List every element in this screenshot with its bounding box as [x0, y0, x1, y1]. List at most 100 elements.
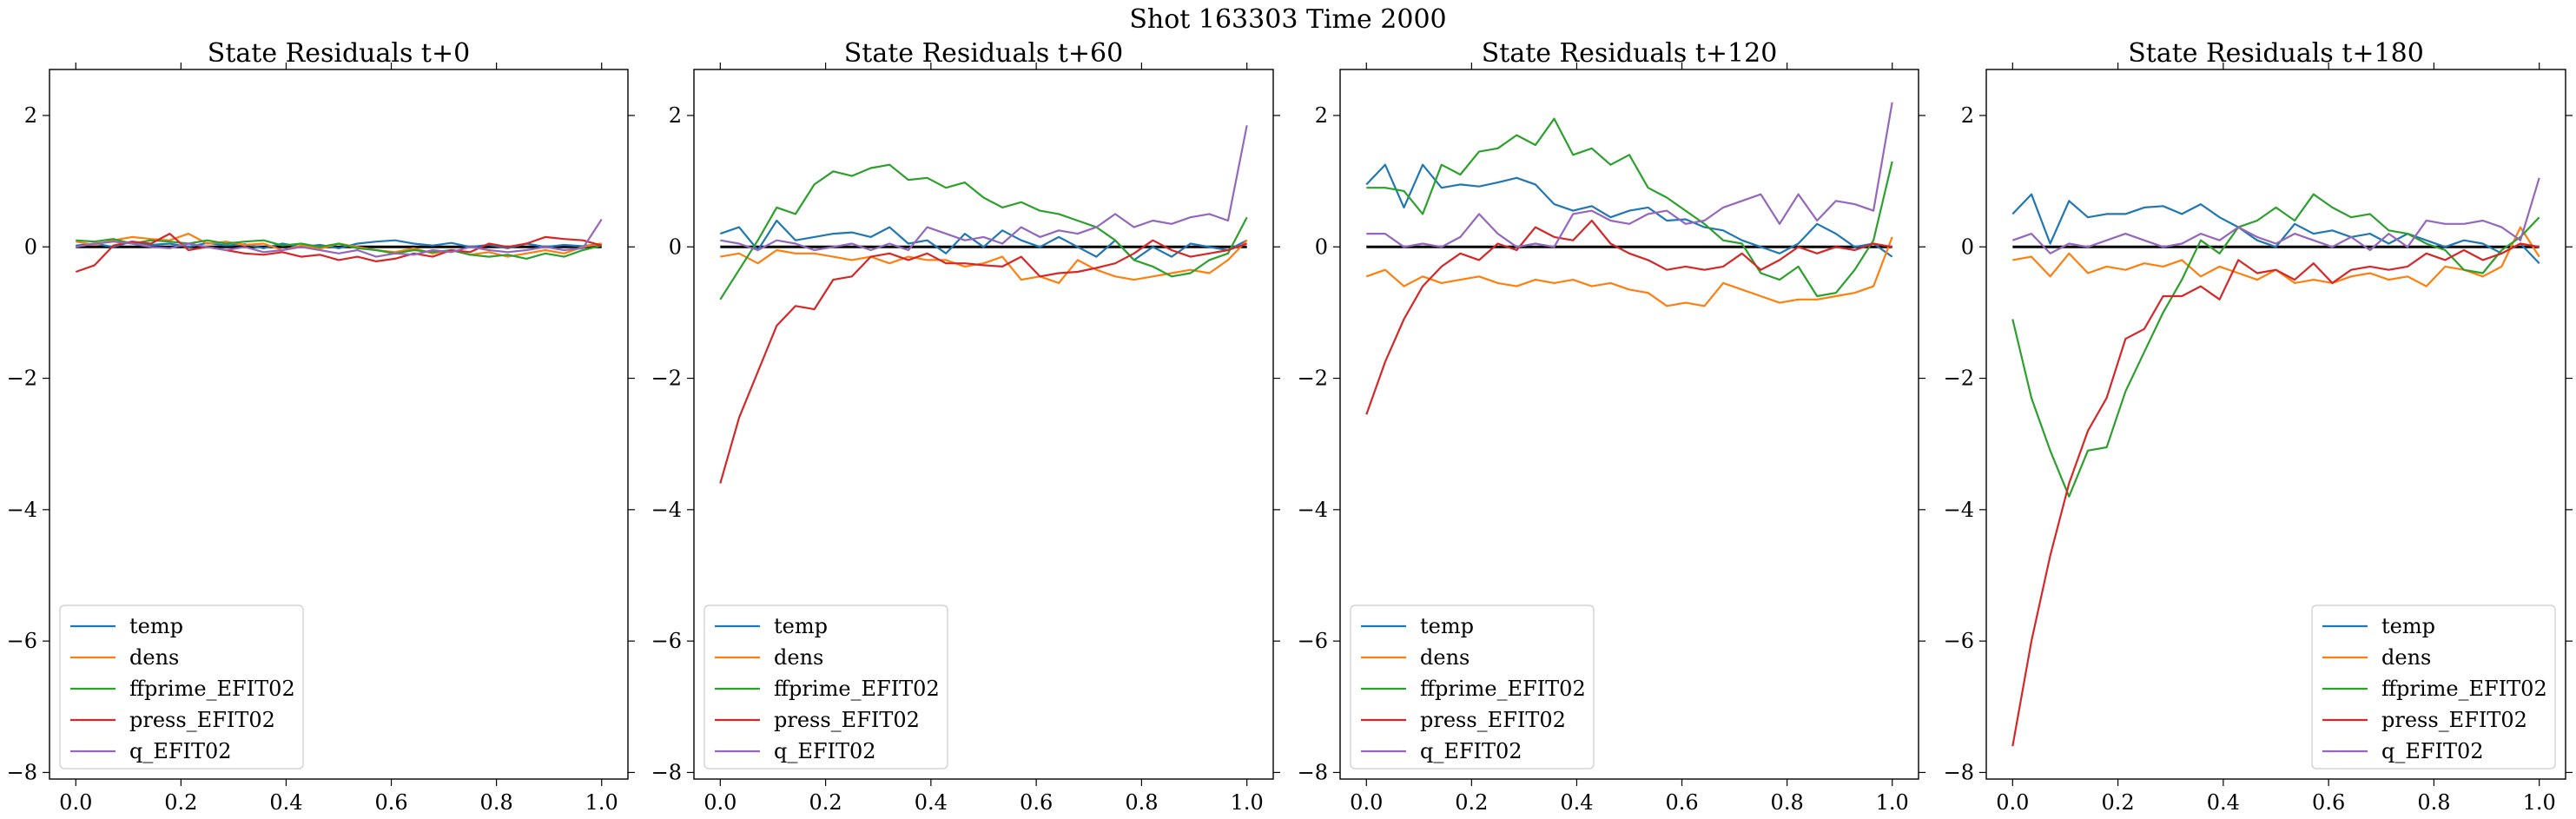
x-tick-label: 0.6: [2312, 790, 2345, 815]
y-tick-label: −2: [651, 367, 682, 391]
y-tick-label: 2: [1315, 103, 1328, 128]
legend-frame: [1350, 604, 1595, 769]
series-line-press_EFIT02: [1365, 219, 1892, 415]
series-line-dens: [1365, 236, 1893, 307]
series-line-press_EFIT02: [2011, 242, 2540, 747]
x-tick-label: 1.0: [585, 790, 618, 815]
chart-panel-1: State Residuals t+0 0.0 0.2 0.4 0.6 0.8 1.0 −8 −…: [7, 38, 635, 815]
chart-panel-4: State Residuals t+180 0.0 0.2 0.4 0.6 0.8 1.0 −…: [1944, 38, 2573, 815]
x-tick-label: 0.8: [1771, 790, 1804, 815]
legend-label: ffprime_EFIT02: [129, 677, 295, 701]
series-line-press_EFIT02: [719, 239, 1248, 484]
y-tick-label: −8: [651, 760, 682, 784]
legend-label: q_EFIT02: [2381, 739, 2484, 763]
y-tick-label: −2: [1298, 367, 1328, 391]
axes-frame: [1339, 69, 1919, 780]
legend-frame: [59, 604, 304, 769]
legend-label: dens: [774, 645, 823, 670]
y-tick-label: −4: [7, 498, 37, 522]
series-line-q_EFIT02: [720, 125, 1248, 252]
x-tick-label: 0.4: [915, 790, 948, 815]
series-line-q_EFIT02: [1366, 102, 1893, 248]
legend-label: temp: [774, 614, 828, 638]
y-tick-label: −4: [1944, 498, 1974, 522]
series-line-ffprime_EFIT02: [76, 238, 602, 260]
legend-label: dens: [2381, 645, 2431, 670]
series-line-press_EFIT02: [75, 233, 602, 274]
y-tick-label: −4: [651, 498, 682, 522]
x-tick-label: 0.6: [374, 790, 407, 815]
y-tick-label: 2: [1961, 103, 1974, 128]
axes-frame: [693, 69, 1274, 780]
series-line-q_EFIT02: [2011, 177, 2540, 254]
legend-label: temp: [129, 614, 183, 638]
x-tick-label: 0.0: [703, 790, 736, 815]
legend: temp dens ffprime_EFIT02 press_EFIT02 q_EFIT…: [2311, 604, 2556, 769]
y-tick-label: −2: [1944, 367, 1974, 391]
legend-label: dens: [129, 645, 179, 670]
x-tick-label: 0.4: [269, 790, 302, 815]
legend-label: press_EFIT02: [1420, 708, 1566, 732]
x-tick-label: 1.0: [2523, 790, 2556, 815]
x-tick-label: 0.2: [2102, 790, 2135, 815]
y-tick-label: −8: [1298, 760, 1328, 784]
y-tick-label: −4: [1298, 498, 1328, 522]
legend: temp dens ffprime_EFIT02 press_EFIT02 q_EFIT…: [59, 604, 304, 769]
y-tick-label: −2: [7, 367, 37, 391]
legend-label: temp: [1420, 614, 1474, 638]
y-tick-label: −8: [1944, 760, 1974, 784]
y-tick-label: 2: [24, 103, 37, 128]
series-line-q_EFIT02: [76, 218, 603, 258]
series-line-temp: [1365, 163, 1893, 258]
series-line-dens: [2012, 226, 2540, 287]
x-tick-label: 1.0: [1231, 790, 1264, 815]
x-tick-label: 0.4: [2207, 790, 2240, 815]
x-tick-label: 0.0: [59, 790, 92, 815]
series-line-ffprime_EFIT02: [2011, 193, 2540, 498]
chart-title: State Residuals t+120: [1482, 38, 1778, 69]
axes-frame: [1985, 69, 2566, 780]
legend-label: ffprime_EFIT02: [774, 677, 940, 701]
series-line-ffprime_EFIT02: [719, 163, 1248, 301]
x-tick-label: 1.0: [1876, 790, 1909, 815]
axes-frame: [49, 69, 629, 780]
chart-title: State Residuals t+0: [208, 38, 470, 69]
y-tick-label: −6: [7, 629, 37, 653]
y-tick-label: −6: [651, 629, 682, 653]
legend-label: q_EFIT02: [1420, 739, 1522, 763]
x-tick-label: 0.0: [1350, 790, 1383, 815]
y-tick-label: 2: [669, 103, 682, 128]
legend-label: press_EFIT02: [774, 708, 920, 732]
legend-frame: [703, 604, 948, 769]
y-tick-label: −8: [7, 760, 37, 784]
legend-label: press_EFIT02: [2381, 708, 2527, 732]
y-tick-label: 0: [1961, 234, 1974, 259]
legend-label: ffprime_EFIT02: [1420, 677, 1586, 701]
x-tick-label: 0.2: [1455, 790, 1488, 815]
y-tick-label: 0: [1315, 234, 1328, 259]
y-tick-label: −6: [1298, 629, 1328, 653]
legend-label: q_EFIT02: [129, 739, 232, 763]
x-tick-label: 0.4: [1560, 790, 1593, 815]
y-tick-label: 0: [24, 234, 37, 259]
x-tick-label: 0.8: [1125, 790, 1158, 815]
legend: temp dens ffprime_EFIT02 press_EFIT02 q_EFIT…: [1350, 604, 1595, 769]
chart-title: State Residuals t+180: [2128, 38, 2424, 69]
y-tick-label: −6: [1944, 629, 1974, 653]
x-tick-label: 0.2: [164, 790, 197, 815]
x-tick-label: 0.2: [809, 790, 842, 815]
series-line-temp: [719, 219, 1248, 261]
chart-panel-3: State Residuals t+120 0.0 0.2 0.4 0.6 0.8 1.0 −…: [1298, 38, 1925, 815]
figure-suptitle: Shot 163303 Time 2000: [1129, 4, 1446, 35]
series-line-ffprime_EFIT02: [1366, 117, 1893, 298]
chart-panel-2: State Residuals t+60 0.0 0.2 0.4 0.6 0.8 1.0 −8…: [651, 38, 1280, 815]
x-tick-label: 0.8: [480, 790, 513, 815]
legend-label: q_EFIT02: [774, 739, 876, 763]
x-tick-label: 0.8: [2417, 790, 2450, 815]
x-tick-label: 0.6: [1020, 790, 1053, 815]
legend: temp dens ffprime_EFIT02 press_EFIT02 q_EFIT…: [703, 604, 948, 769]
legend-label: temp: [2381, 614, 2435, 638]
legend-label: ffprime_EFIT02: [2381, 677, 2547, 701]
y-tick-label: 0: [669, 234, 682, 259]
